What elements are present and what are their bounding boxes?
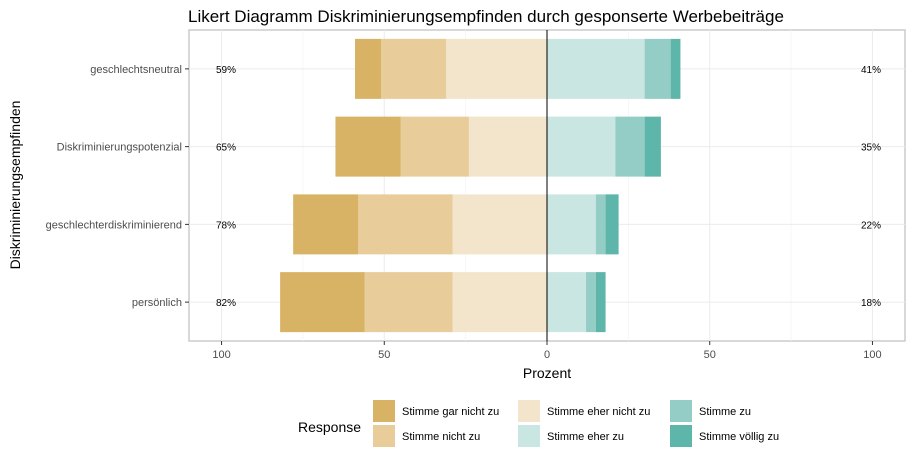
- bar-segment: [364, 272, 453, 333]
- bar-segment: [358, 194, 453, 255]
- bar-segment: [452, 194, 547, 255]
- bar-segment: [586, 272, 596, 333]
- bar-segment: [452, 272, 547, 333]
- bar-segment: [468, 116, 547, 177]
- bar-segment: [381, 38, 447, 99]
- bar-segment: [547, 194, 596, 255]
- bar-segment: [615, 116, 645, 177]
- legend-label: Stimme völlig zu: [699, 431, 779, 443]
- legend-label: Stimme eher nicht zu: [547, 406, 650, 418]
- right-percent-label: 18%: [861, 298, 881, 309]
- right-percent-label: 35%: [861, 143, 881, 154]
- bar-segment: [547, 38, 645, 99]
- bar-segment: [547, 116, 616, 177]
- bar-segment: [644, 38, 671, 99]
- chart-title: Likert Diagramm Diskriminierungsempfinde…: [188, 7, 784, 26]
- x-tick-label: 50: [704, 349, 716, 361]
- x-tick-label: 100: [863, 349, 881, 361]
- x-tick-label: 100: [212, 349, 230, 361]
- y-tick-label: persönlich: [132, 297, 182, 309]
- legend-label: Stimme zu: [699, 406, 751, 418]
- right-percent-label: 41%: [861, 65, 881, 76]
- legend: Response Stimme gar nicht zu Stimme nicht …: [298, 400, 779, 447]
- bar-segment: [446, 38, 547, 99]
- x-tick-label: 0: [544, 349, 550, 361]
- bar-segment: [595, 272, 606, 333]
- y-tick-label: Diskriminierungspotenzial: [57, 142, 182, 154]
- legend-swatch: [670, 425, 692, 447]
- legend-swatch: [518, 400, 540, 422]
- bar-segment: [354, 38, 382, 99]
- y-tick-label: geschlechtsneutral: [90, 64, 182, 76]
- legend-swatch: [373, 425, 395, 447]
- left-percent-label: 65%: [216, 143, 236, 154]
- y-tick-label: geschlechterdiskriminierend: [46, 219, 182, 231]
- bar-segment: [644, 116, 661, 177]
- legend-swatch: [373, 400, 395, 422]
- bar-segment: [293, 194, 359, 255]
- left-percent-label: 82%: [216, 298, 236, 309]
- legend-label: Stimme nicht zu: [402, 431, 480, 443]
- left-percent-label: 59%: [216, 65, 236, 76]
- right-percent-label: 22%: [861, 220, 881, 231]
- legend-label: Stimme gar nicht zu: [402, 406, 499, 418]
- bar-segment: [595, 194, 606, 255]
- legend-title: Response: [298, 419, 361, 435]
- x-tick-label: 50: [378, 349, 390, 361]
- legend-swatch: [518, 425, 540, 447]
- bar-segment: [605, 194, 619, 255]
- bar-segment: [670, 38, 681, 99]
- x-axis-label: Prozent: [523, 365, 571, 381]
- bar-segment: [547, 272, 587, 333]
- left-percent-label: 78%: [216, 220, 236, 231]
- legend-swatch: [670, 400, 692, 422]
- bar-segment: [400, 116, 469, 177]
- legend-label: Stimme eher zu: [547, 431, 624, 443]
- y-axis-label: Diskriminierungsempfinden: [7, 101, 23, 270]
- bar-segment: [280, 272, 365, 333]
- bar-segment: [335, 116, 401, 177]
